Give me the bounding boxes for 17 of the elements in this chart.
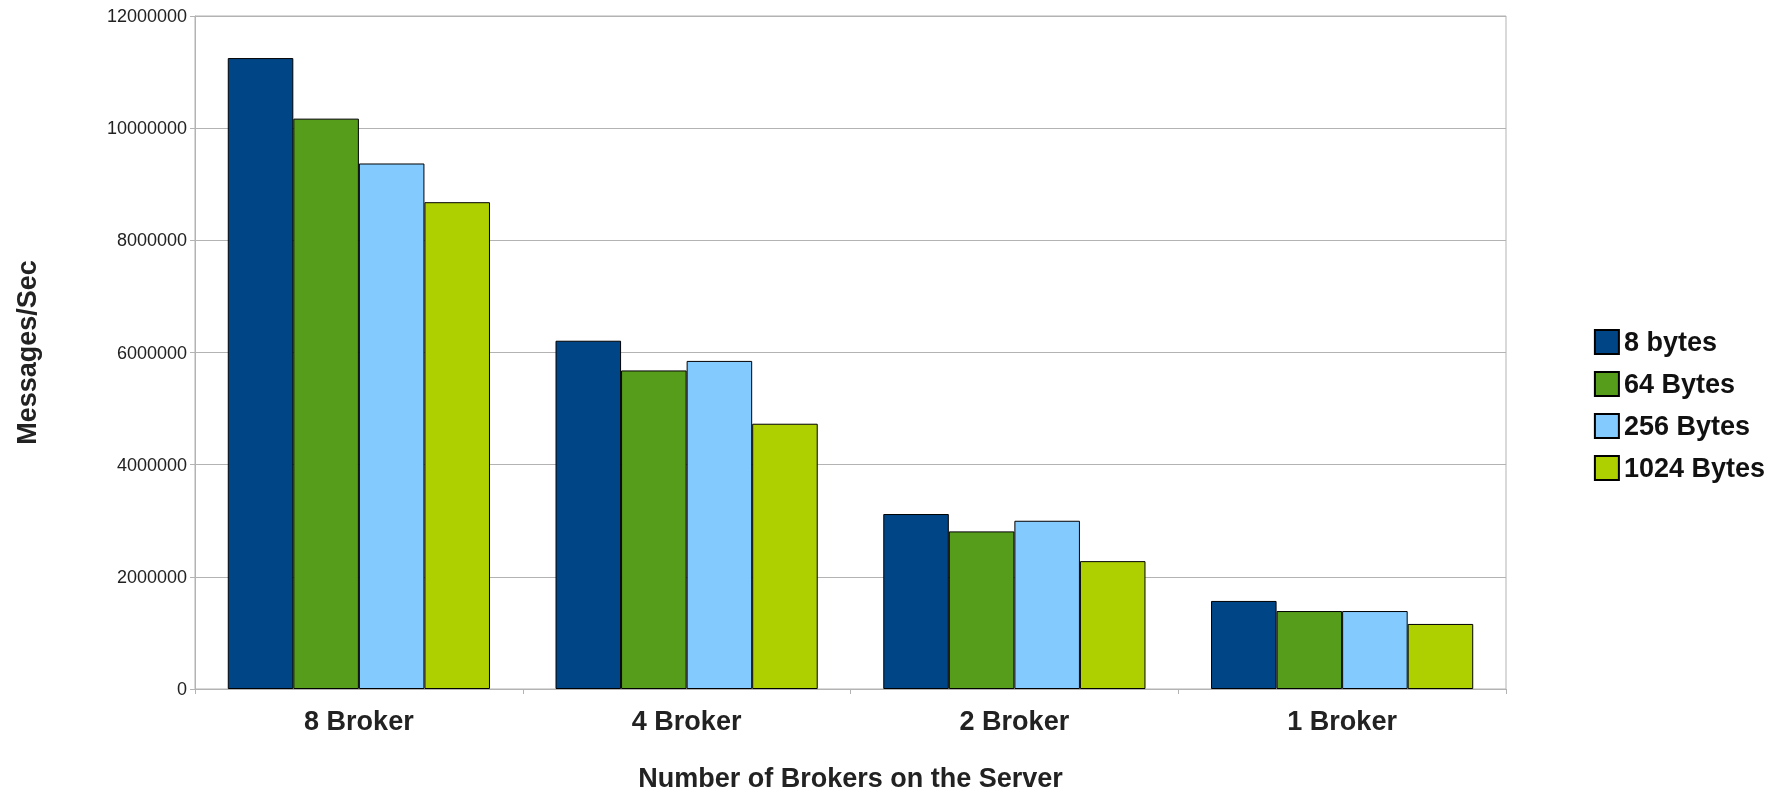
y-tick-label: 10000000 <box>106 118 187 139</box>
legend-label: 1024 Bytes <box>1623 453 1766 483</box>
legend-label: 8 bytes <box>1623 327 1717 357</box>
y-tick-label: 0 <box>176 679 187 699</box>
y-tick-label: 6000000 <box>116 342 187 363</box>
y-tick-label: 4000000 <box>116 454 187 475</box>
x-tick-label: 8 Broker <box>304 705 415 736</box>
x-tick-label: 4 Broker <box>631 705 742 736</box>
x-tick-label: 2 Broker <box>959 705 1070 736</box>
legend-label: 256 Bytes <box>1623 411 1750 441</box>
y-tick-label: 12000000 <box>106 6 187 26</box>
y-tick-label: 8000000 <box>116 230 187 251</box>
legend-label: 64 Bytes <box>1623 369 1735 399</box>
x-axis-title: Number of Brokers on the Server <box>638 762 1064 793</box>
y-tick-label: 2000000 <box>116 566 187 587</box>
y-axis-title: Messages/Sec <box>11 260 42 445</box>
x-tick-label: 1 Broker <box>1287 705 1398 736</box>
